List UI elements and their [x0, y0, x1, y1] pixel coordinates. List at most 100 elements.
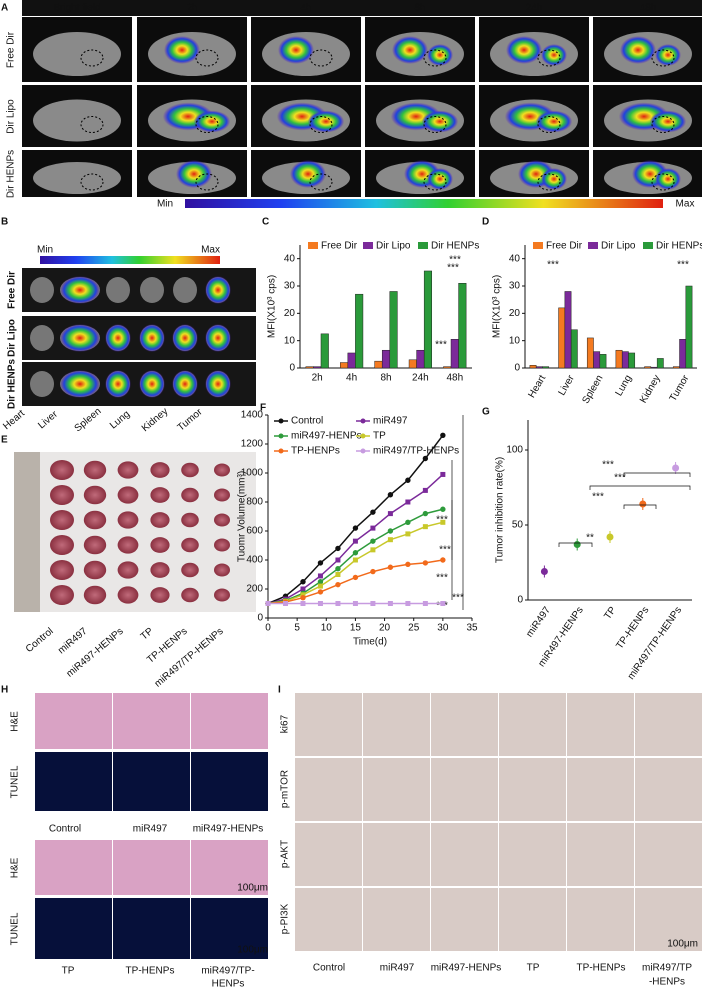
- micrograph: [35, 898, 112, 959]
- bar: [381, 349, 391, 369]
- legend-label: miR497: [373, 416, 408, 427]
- point: [335, 581, 341, 588]
- bar: [320, 333, 329, 369]
- point: [370, 568, 376, 575]
- tumor-outline: [651, 116, 675, 133]
- organ-label: Liver: [36, 409, 60, 432]
- mouse: [33, 162, 121, 194]
- bar: [656, 358, 664, 369]
- point: [282, 601, 288, 606]
- label: miR497: [133, 824, 168, 835]
- point: [387, 511, 393, 517]
- tumor: [83, 535, 107, 555]
- signal: [620, 36, 656, 64]
- signal: [172, 324, 198, 352]
- group-label: TP: [139, 626, 156, 643]
- organ: [30, 325, 54, 351]
- bracket: [589, 485, 691, 490]
- micrograph: [499, 888, 566, 951]
- signal: [60, 370, 100, 398]
- x-tick-label: 8h: [380, 373, 391, 384]
- group-label: miR497: [56, 626, 90, 657]
- tumor-outline: [80, 173, 104, 191]
- x-tick-label: 24h: [412, 373, 429, 384]
- signal: [105, 370, 131, 398]
- micrograph: [191, 898, 268, 959]
- tumor-outline: [309, 173, 333, 191]
- significance: ***: [439, 545, 451, 556]
- organ-label: Tumor: [176, 406, 205, 433]
- point: [440, 519, 446, 525]
- tumor-outline: [80, 116, 104, 133]
- organ: [30, 371, 54, 397]
- axis: [527, 420, 692, 601]
- legend-label: Control: [291, 416, 323, 427]
- signal: [506, 36, 542, 64]
- signal: [655, 168, 681, 190]
- x-tick-label: 5: [294, 623, 300, 634]
- x-tick-label: Kidney: [638, 373, 663, 405]
- legend-label: TP-HENPs: [291, 446, 340, 457]
- bar: [529, 365, 537, 369]
- point: [422, 455, 429, 462]
- signal: [392, 36, 428, 64]
- signal: [649, 110, 687, 133]
- bar: [679, 339, 687, 369]
- bar: [558, 307, 566, 369]
- signal: [164, 36, 200, 64]
- label: 100μm: [237, 945, 268, 956]
- tumor-outline: [309, 49, 333, 67]
- tumor: [50, 535, 74, 555]
- bar: [355, 293, 364, 369]
- bar: [599, 354, 607, 369]
- bar: [593, 351, 601, 369]
- organ-label: Lung: [108, 409, 132, 432]
- bar: [313, 366, 322, 369]
- organ-label: Spleen: [73, 406, 104, 434]
- x-tick-label: miR497: [524, 605, 553, 640]
- tumor: [50, 585, 74, 605]
- signal: [427, 44, 453, 66]
- row-label: p-PI3K: [280, 903, 291, 934]
- point: [405, 477, 411, 483]
- point: [317, 560, 324, 566]
- tumor: [83, 460, 107, 480]
- point: [335, 601, 341, 606]
- point: [352, 525, 359, 531]
- micrograph: [35, 840, 112, 895]
- signal: [193, 110, 231, 133]
- signal: [541, 44, 567, 66]
- y-tick-label: 10: [509, 335, 521, 346]
- tumor-outline: [423, 116, 447, 133]
- y-tick-label: 10: [284, 335, 296, 346]
- y-tick-label: 40: [509, 253, 521, 264]
- y-tick-label: 0: [257, 613, 263, 624]
- bar: [685, 285, 693, 369]
- point: [335, 545, 341, 552]
- point: [440, 432, 446, 438]
- x-tick-label: 25: [408, 623, 420, 634]
- signal: [278, 36, 314, 64]
- organ: [173, 277, 197, 303]
- significance: ***: [436, 573, 448, 584]
- point: [300, 601, 306, 606]
- label: TP-HENPs: [577, 963, 626, 974]
- organ-label: Heart: [1, 408, 27, 432]
- header-bar: [22, 0, 702, 16]
- point: [335, 572, 341, 577]
- y-axis-label: MFI(X10³ cps): [267, 275, 278, 338]
- tumor: [50, 485, 74, 505]
- row-label: Dir Lipo: [7, 319, 18, 357]
- point: [370, 601, 376, 606]
- tumor: [181, 562, 199, 578]
- legend-swatch: [588, 242, 598, 249]
- panel-letter: A: [1, 3, 8, 14]
- bar: [423, 270, 433, 369]
- label: miR497/TP: [642, 963, 692, 974]
- tumor-outline: [195, 173, 219, 191]
- significance: ***: [452, 593, 464, 604]
- panel-letter: G: [482, 407, 490, 418]
- point: [405, 601, 411, 606]
- tumor: [181, 487, 199, 503]
